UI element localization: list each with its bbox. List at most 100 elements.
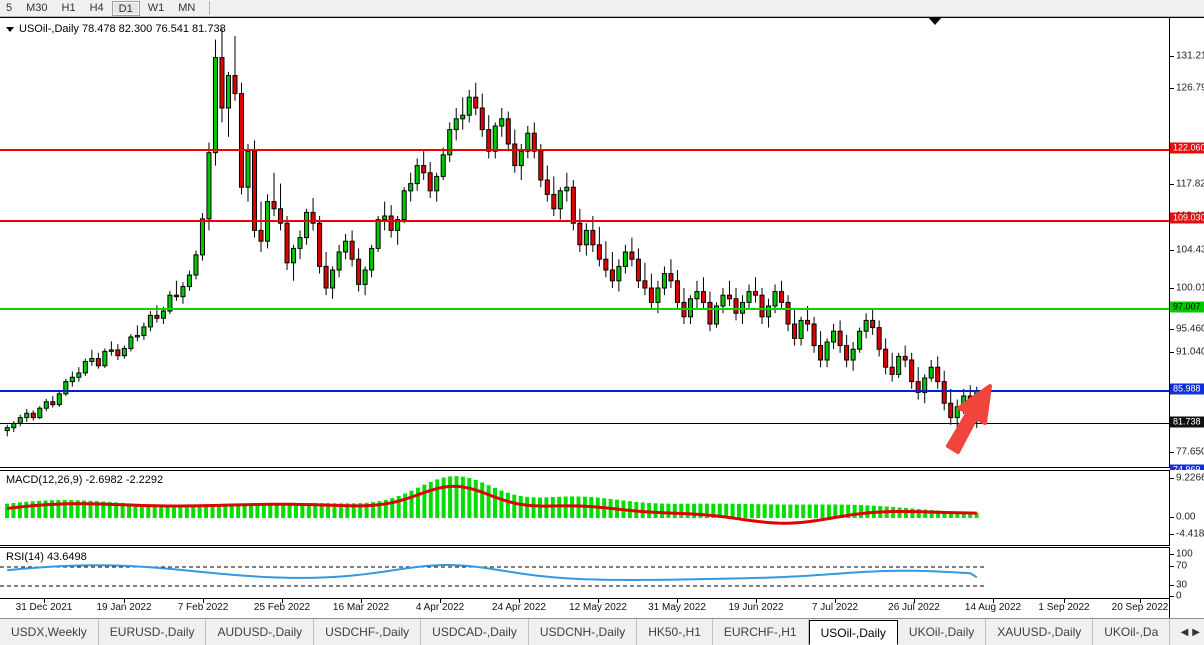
date-axis-tick [44, 599, 45, 603]
timeframe-toolbar: 5 M30 H1 H4 D1 W1 MN [0, 0, 1204, 17]
price-axis-label: 95.460 [1176, 323, 1204, 335]
toolbar-separator [209, 1, 211, 15]
price-axis-tick [1170, 288, 1174, 289]
price-badge-blue[interactable]: 85.988 [1170, 383, 1204, 395]
price-badge-red[interactable]: 109.030 [1170, 212, 1204, 224]
price-axis-label: 100.010 [1176, 282, 1204, 294]
date-axis-tick [835, 599, 836, 603]
date-axis-label: 31 May 2022 [648, 602, 706, 613]
price-badge-red[interactable]: 122.060 [1170, 142, 1204, 154]
date-axis-label: 20 Sep 2022 [1111, 602, 1169, 613]
date-axis-label: 4 Apr 2022 [415, 602, 465, 613]
price-axis-label: 91.040 [1176, 346, 1204, 358]
chart-tab-eurchf-h1[interactable]: EURCHF-,H1 [713, 619, 809, 645]
timeframe-button-h4[interactable]: H4 [89, 1, 104, 14]
chart-tab-usdcad-daily[interactable]: USDCAD-,Daily [421, 619, 529, 645]
timeframe-button-mn[interactable]: MN [178, 1, 196, 14]
rsi-series [0, 564, 984, 587]
rsi-axis[interactable]: 100 70 30 0 [1170, 547, 1204, 602]
timeframe-button-w1[interactable]: W1 [147, 1, 165, 14]
tab-scroll-right-icon[interactable]: ▶ [1192, 626, 1200, 638]
date-axis-label: 26 Jul 2022 [888, 602, 940, 613]
price-axis-tick [1170, 352, 1174, 353]
price-axis-tick [1170, 452, 1174, 453]
date-axis-label: 31 Dec 2021 [15, 602, 73, 613]
chart-tab-ukoil-daily[interactable]: UKOil-,Daily [898, 619, 987, 645]
price-pane[interactable]: USOil-,Daily 78.478 82.300 76.541 81.738 [0, 18, 1170, 468]
level-line-resistance-122[interactable] [0, 149, 1169, 151]
macd-axis-tick [1170, 517, 1174, 518]
chart-tab-usoil-daily[interactable]: USOil-,Daily [808, 620, 898, 645]
date-axis-tick [677, 599, 678, 603]
date-axis-label: 12 May 2022 [569, 602, 627, 613]
bullish-arrow-annotation[interactable] [0, 18, 1170, 468]
rsi-axis-tick [1170, 585, 1174, 586]
macd-axis-tick [1170, 478, 1174, 479]
price-axis-label: 126.790 [1176, 82, 1204, 94]
price-axis-tick [1170, 88, 1174, 89]
rsi-axis-tick [1170, 554, 1174, 555]
timeframe-button-m30[interactable]: M30 [26, 1, 48, 14]
date-axis-tick [598, 599, 599, 603]
rsi-axis-label: 100 [1176, 548, 1193, 560]
collapse-triangle-icon[interactable] [6, 26, 14, 32]
timeframe-button-h1[interactable]: H1 [61, 1, 76, 14]
level-line-resistance-109[interactable] [0, 220, 1169, 222]
price-axis-label: 131.210 [1176, 50, 1204, 62]
chart-tab-usdx-weekly[interactable]: USDX,Weekly [0, 619, 99, 645]
date-axis-tick [203, 599, 204, 603]
date-axis-label: 19 Jan 2022 [96, 602, 152, 613]
candlestick-series [4, 28, 980, 437]
rsi-axis-tick [1170, 566, 1174, 567]
macd-label: MACD(12,26,9) -2.6982 -2.2292 [6, 474, 164, 486]
date-axis-tick [124, 599, 125, 603]
date-axis-label: 14 Aug 2022 [964, 602, 1022, 613]
date-axis-tick [756, 599, 757, 603]
price-axis-tick [1170, 56, 1174, 57]
level-line-support-86[interactable] [0, 390, 1169, 392]
level-line-current-price[interactable] [0, 423, 1169, 424]
date-axis-tick [1140, 599, 1141, 603]
macd-axis-tick [1170, 534, 1174, 535]
price-axis-label: 77.650 [1176, 446, 1204, 458]
tab-scroll-controls[interactable]: ◀ ▶ [1177, 619, 1204, 645]
date-axis-tick [440, 599, 441, 603]
date-axis-label: 7 Feb 2022 [177, 602, 229, 613]
rsi-axis-tick [1170, 596, 1174, 597]
chart-tab-usdchf-daily[interactable]: USDCHF-,Daily [314, 619, 422, 645]
rsi-axis-label: 30 [1176, 579, 1188, 591]
chart-tab-bar: USDX,Weekly EURUSD-,Daily AUDUSD-,Daily USD… [0, 618, 1204, 645]
date-axis[interactable]: 31 Dec 2021 19 Jan 2022 7 Feb 2022 25 Feb 2… [0, 599, 1170, 619]
rsi-pane[interactable]: RSI(14) 43.6498 [0, 547, 1170, 599]
level-line-support-97[interactable] [0, 308, 1169, 310]
price-badge-black[interactable]: 81.738 [1170, 416, 1204, 428]
price-badge-green[interactable]: 97.007 [1170, 301, 1204, 313]
date-axis-label: 1 Sep 2022 [1038, 602, 1090, 613]
date-axis-label: 25 Feb 2022 [253, 602, 311, 613]
chart-tab-hk50-h1[interactable]: HK50-,H1 [637, 619, 713, 645]
date-axis-tick [914, 599, 915, 603]
chart-tab-audusd-daily[interactable]: AUDUSD-,Daily [206, 619, 315, 645]
date-axis-label: 19 Jun 2022 [728, 602, 784, 613]
rsi-axis-label: 0 [1176, 590, 1182, 602]
tab-scroll-left-icon[interactable]: ◀ [1180, 626, 1189, 638]
rsi-label: RSI(14) 43.6498 [6, 551, 87, 563]
macd-series [5, 476, 979, 525]
macd-pane[interactable]: MACD(12,26,9) -2.6982 -2.2292 [0, 470, 1170, 546]
chart-tab-ukoil-da[interactable]: UKOil-,Da [1093, 619, 1171, 645]
chart-tab-eurusd-daily[interactable]: EURUSD-,Daily [99, 619, 207, 645]
date-axis-label: 7 Jul 2022 [811, 602, 859, 613]
macd-axis[interactable]: 9.2266 0.00 -4.4188 [1170, 470, 1204, 546]
date-axis-tick [993, 599, 994, 603]
timeframe-button-5[interactable]: 5 [6, 1, 13, 14]
chart-frame: USOil-,Daily 78.478 82.300 76.541 81.738… [0, 17, 1204, 619]
timeframe-button-d1[interactable]: D1 [111, 0, 140, 16]
chart-position-marker-icon [928, 17, 942, 25]
date-axis-tick [361, 599, 362, 603]
price-axis-label: 117.820 [1176, 178, 1204, 190]
date-axis-tick [282, 599, 283, 603]
chart-tab-xauusd-daily[interactable]: XAUUSD-,Daily [986, 619, 1094, 645]
price-axis[interactable]: 131.210126.790117.820113.400104.430100.0… [1170, 18, 1204, 490]
chart-tab-usdcnh-daily[interactable]: USDCNH-,Daily [529, 619, 638, 645]
